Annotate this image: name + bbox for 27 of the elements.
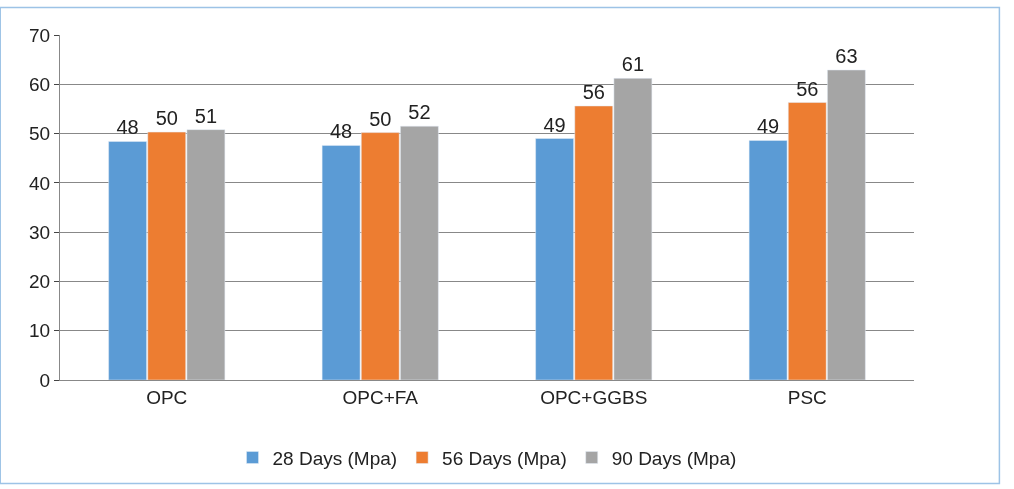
data-label: 49 [543, 113, 566, 136]
x-tick-label: OPC+FA [342, 386, 419, 408]
y-tick-label: 50 [29, 123, 51, 145]
data-label: 48 [329, 120, 353, 143]
y-tick-label: 40 [29, 172, 51, 194]
y-tick-label: 20 [29, 271, 51, 293]
y-tick-label: 0 [39, 369, 51, 391]
data-label: 63 [835, 44, 858, 67]
data-label: 56 [582, 80, 605, 103]
data-label: 52 [408, 101, 431, 124]
data-label: 49 [756, 115, 780, 138]
y-tick-label: 70 [29, 24, 51, 46]
y-tick-label: 30 [29, 221, 51, 243]
y-tick-label: 60 [29, 73, 51, 95]
data-label: 48 [116, 116, 139, 139]
legend-label: 28 Days (Mpa) [272, 447, 398, 469]
y-tick-label: 10 [29, 320, 51, 342]
x-tick-label: PSC [787, 386, 827, 408]
data-label: 61 [621, 53, 645, 76]
x-tick-label: OPC+GGBS [540, 386, 648, 408]
legend-label: 56 Days (Mpa) [442, 447, 567, 469]
x-tick-label: OPC [146, 386, 188, 408]
data-label: 51 [194, 104, 218, 127]
data-label: 56 [796, 77, 819, 100]
data-label: 50 [155, 107, 178, 130]
data-label: 50 [369, 107, 392, 130]
legend-label: 90 Days (Mpa) [611, 447, 737, 469]
